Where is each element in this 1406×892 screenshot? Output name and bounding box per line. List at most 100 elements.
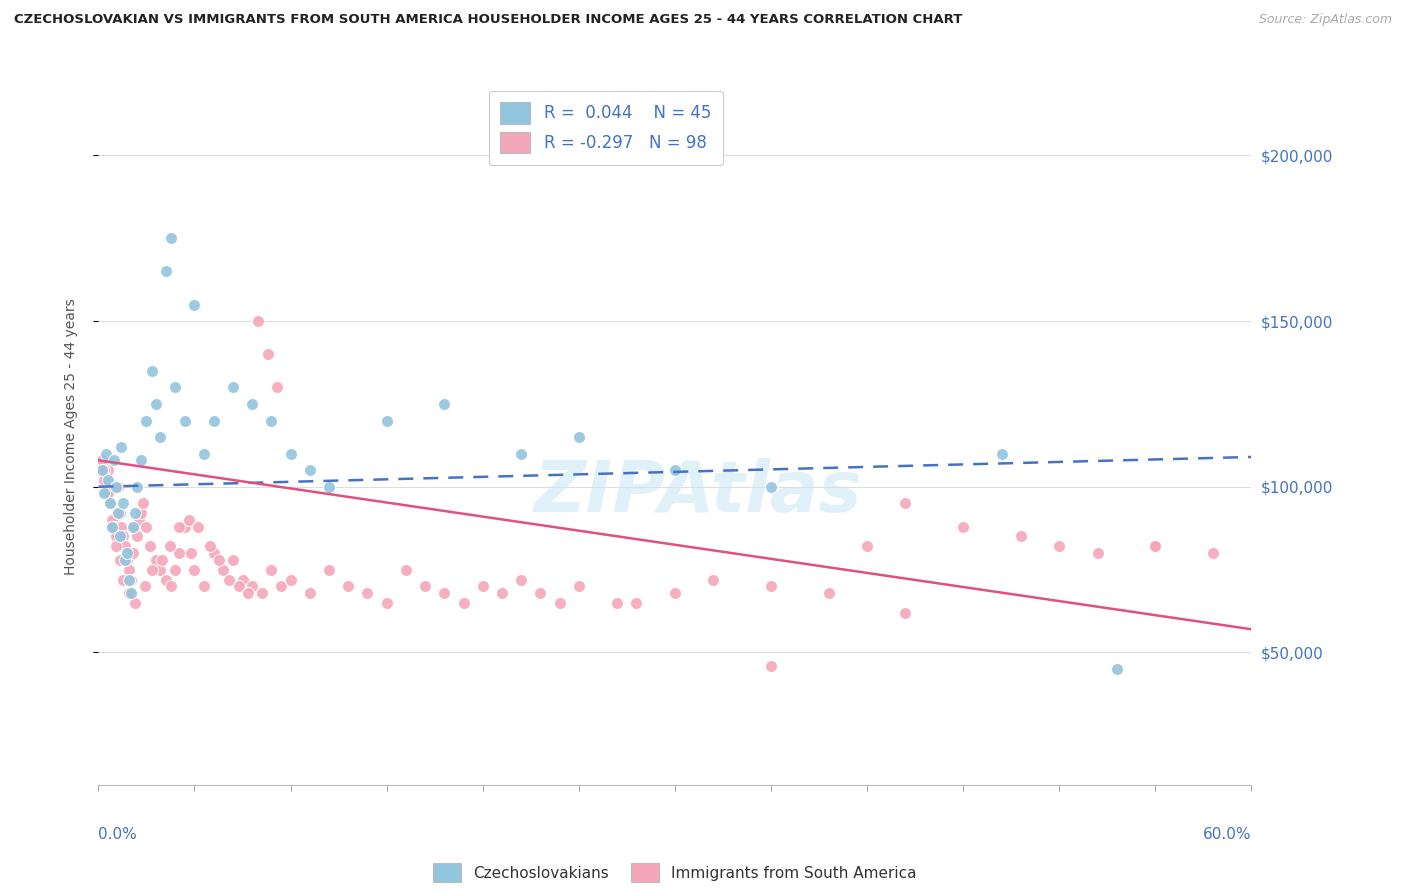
Point xyxy=(193,579,215,593)
Point xyxy=(112,573,135,587)
Point xyxy=(266,380,288,394)
Point xyxy=(664,463,686,477)
Point xyxy=(101,519,124,533)
Point xyxy=(131,496,153,510)
Point xyxy=(107,506,129,520)
Text: ZIPAtlas: ZIPAtlas xyxy=(534,458,862,527)
Point xyxy=(110,440,132,454)
Point xyxy=(238,586,260,600)
Point xyxy=(139,540,162,554)
Point xyxy=(433,397,456,411)
Point xyxy=(318,563,340,577)
Point xyxy=(114,540,136,554)
Point xyxy=(135,519,157,533)
Point xyxy=(145,552,167,566)
Point xyxy=(471,579,494,593)
Point xyxy=(155,264,177,278)
Point xyxy=(894,496,917,510)
Point xyxy=(260,413,283,427)
Point xyxy=(260,563,283,577)
Text: CZECHOSLOVAKIAN VS IMMIGRANTS FROM SOUTH AMERICA HOUSEHOLDER INCOME AGES 25 - 44: CZECHOSLOVAKIAN VS IMMIGRANTS FROM SOUTH… xyxy=(14,13,963,27)
Point xyxy=(98,496,121,510)
Text: 0.0%: 0.0% xyxy=(98,827,138,842)
Point xyxy=(103,453,125,467)
Point xyxy=(108,529,131,543)
Point xyxy=(202,413,225,427)
Point xyxy=(702,573,724,587)
Point xyxy=(91,453,114,467)
Point xyxy=(894,606,917,620)
Point xyxy=(202,546,225,560)
Point xyxy=(491,586,513,600)
Point xyxy=(165,380,187,394)
Point xyxy=(91,463,114,477)
Point xyxy=(97,486,120,500)
Point xyxy=(817,586,839,600)
Point xyxy=(108,506,131,520)
Point xyxy=(256,347,278,361)
Point xyxy=(94,486,117,500)
Text: 60.0%: 60.0% xyxy=(1204,827,1251,842)
Point xyxy=(124,519,146,533)
Point xyxy=(167,546,190,560)
Point xyxy=(212,563,235,577)
Text: Source: ZipAtlas.com: Source: ZipAtlas.com xyxy=(1258,13,1392,27)
Point xyxy=(124,506,146,520)
Point xyxy=(104,480,127,494)
Point xyxy=(356,586,378,600)
Point xyxy=(160,579,183,593)
Point xyxy=(177,513,200,527)
Point xyxy=(129,506,152,520)
Point xyxy=(118,563,141,577)
Point xyxy=(337,579,360,593)
Point xyxy=(93,486,115,500)
Point xyxy=(1105,662,1128,676)
Point xyxy=(101,513,124,527)
Point xyxy=(104,540,127,554)
Point xyxy=(149,430,172,444)
Point xyxy=(120,586,142,600)
Point xyxy=(183,297,205,311)
Point xyxy=(375,413,398,427)
Point xyxy=(952,519,974,533)
Point xyxy=(548,596,571,610)
Point xyxy=(375,596,398,610)
Point xyxy=(759,480,782,494)
Point xyxy=(222,552,245,566)
Point xyxy=(97,463,120,477)
Point xyxy=(149,563,172,577)
Point xyxy=(129,453,152,467)
Point xyxy=(159,540,181,554)
Point xyxy=(510,447,533,461)
Point xyxy=(222,380,245,394)
Point xyxy=(93,463,115,477)
Point xyxy=(568,579,591,593)
Point xyxy=(150,552,173,566)
Point xyxy=(433,586,456,600)
Point xyxy=(118,573,141,587)
Point xyxy=(183,563,205,577)
Point xyxy=(174,413,197,427)
Point xyxy=(1202,546,1225,560)
Point xyxy=(298,586,321,600)
Point xyxy=(165,563,187,577)
Point xyxy=(1087,546,1109,560)
Point xyxy=(112,496,135,510)
Point xyxy=(93,473,115,487)
Point xyxy=(124,596,146,610)
Point xyxy=(114,552,136,566)
Point xyxy=(135,413,157,427)
Point xyxy=(118,586,141,600)
Point xyxy=(626,596,648,610)
Point xyxy=(664,586,686,600)
Point xyxy=(101,519,124,533)
Point xyxy=(180,546,202,560)
Point xyxy=(856,540,879,554)
Point xyxy=(990,447,1012,461)
Point xyxy=(120,573,142,587)
Point xyxy=(568,430,591,444)
Point xyxy=(94,447,117,461)
Point xyxy=(1144,540,1167,554)
Point xyxy=(413,579,436,593)
Point xyxy=(160,231,183,245)
